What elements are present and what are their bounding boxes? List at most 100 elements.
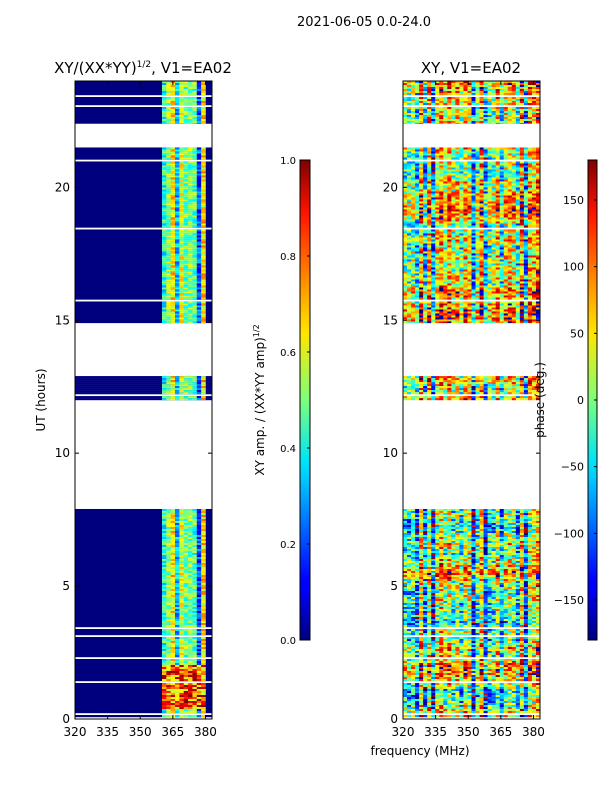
- amplitude-cell: [201, 297, 206, 300]
- amplitude-cell: [201, 277, 206, 280]
- amplitude-cell: [175, 117, 180, 120]
- amplitude-cell: [170, 235, 176, 238]
- phase-cell: [475, 576, 480, 580]
- amplitude-cell: [166, 183, 171, 186]
- phase-cell: [519, 586, 525, 590]
- amplitude-cell: [175, 698, 180, 702]
- amplitude-cell: [161, 185, 167, 188]
- amplitude-cell: [188, 536, 193, 540]
- amplitude-cell: [196, 636, 202, 640]
- phase-cell: [463, 518, 468, 522]
- amplitude-cell: [196, 115, 202, 118]
- phase-cell: [515, 546, 521, 550]
- phase-cell: [519, 508, 525, 512]
- amplitude-cell: [183, 612, 189, 616]
- phase-cell: [507, 510, 513, 514]
- phase-cell: [467, 662, 472, 666]
- amplitude-cell: [183, 560, 189, 564]
- amplitude-cell: [188, 243, 193, 246]
- amplitude-row: [75, 219, 212, 222]
- amplitude-cell: [183, 390, 189, 393]
- amplitude-cell: [196, 562, 202, 566]
- phase-cell: [511, 534, 517, 538]
- amplitude-cell: [196, 532, 202, 536]
- phase-cell: [403, 522, 408, 526]
- amplitude-cell: [175, 161, 180, 164]
- amplitude-cell: [170, 233, 176, 236]
- phase-cell: [463, 538, 468, 542]
- amplitude-cell: [175, 219, 180, 222]
- phase-cell: [491, 526, 496, 530]
- phase-cell: [491, 546, 496, 550]
- phase-cell: [455, 622, 460, 626]
- phase-cell: [459, 560, 464, 564]
- amplitude-cell: [166, 660, 171, 664]
- phase-cell: [451, 562, 456, 566]
- phase-cell: [419, 604, 424, 608]
- amplitude-cell: [201, 229, 206, 232]
- phase-cell: [535, 536, 541, 540]
- amplitude-cell: [175, 592, 180, 596]
- phase-cell: [491, 640, 496, 644]
- phase-cell: [483, 612, 488, 616]
- phase-cell: [515, 628, 521, 632]
- amplitude-cell: [166, 237, 171, 240]
- phase-cell: [455, 556, 460, 560]
- phase-cell: [475, 602, 480, 606]
- amplitude-cell: [175, 315, 180, 318]
- phase-cell: [475, 550, 480, 554]
- phase-cell: [407, 650, 412, 654]
- phase-cell: [479, 562, 484, 566]
- amplitude-cell: [192, 660, 198, 664]
- amplitude-cell: [192, 382, 198, 385]
- amplitude-cell: [201, 398, 206, 401]
- phase-cell: [523, 620, 529, 624]
- phase-cell: [487, 544, 492, 548]
- phase-cell: [463, 644, 468, 648]
- phase-cell: [499, 534, 505, 538]
- amplitude-cell: [192, 89, 198, 92]
- amplitude-cell: [183, 101, 189, 104]
- phase-cell: [507, 644, 513, 648]
- phase-cell: [531, 558, 537, 562]
- phase-cell: [479, 578, 484, 582]
- phase-cell: [531, 590, 537, 594]
- amplitude-cell: [188, 560, 193, 564]
- phase-cell: [451, 622, 456, 626]
- phase-cell: [459, 558, 464, 562]
- phase-cell: [459, 636, 464, 640]
- phase-cell: [415, 568, 420, 572]
- amplitude-cell: [166, 682, 171, 686]
- phase-cell: [467, 556, 472, 560]
- phase-cell: [439, 578, 444, 582]
- amplitude-cell: [166, 632, 171, 636]
- phase-cell: [535, 566, 541, 570]
- phase-cell: [447, 632, 452, 636]
- phase-cell: [535, 588, 541, 592]
- amplitude-cell: [201, 646, 206, 650]
- amplitude-cell: [188, 608, 193, 612]
- phase-cell: [447, 566, 452, 570]
- amplitude-cell: [188, 155, 193, 158]
- phase-cell: [431, 520, 436, 524]
- amplitude-cell: [166, 578, 171, 582]
- amplitude-cell: [183, 225, 189, 228]
- amplitude-cell: [175, 91, 180, 94]
- phase-cell: [427, 512, 432, 516]
- phase-cell: [531, 516, 537, 520]
- phase-cell: [519, 612, 525, 616]
- phase-cell: [495, 514, 501, 518]
- amplitude-cell: [183, 123, 189, 124]
- amplitude-cell: [183, 538, 189, 542]
- amplitude-row: [75, 526, 212, 530]
- amplitude-cell: [166, 103, 171, 106]
- phase-cell: [419, 612, 424, 616]
- amplitude-row: [75, 698, 212, 702]
- phase-cell: [467, 588, 472, 592]
- phase-cell: [491, 622, 496, 626]
- phase-cell: [503, 516, 509, 520]
- amplitude-cell: [175, 672, 180, 676]
- amplitude-cell: [170, 608, 176, 612]
- amplitude-cell: [196, 173, 202, 176]
- phase-cell: [431, 570, 436, 574]
